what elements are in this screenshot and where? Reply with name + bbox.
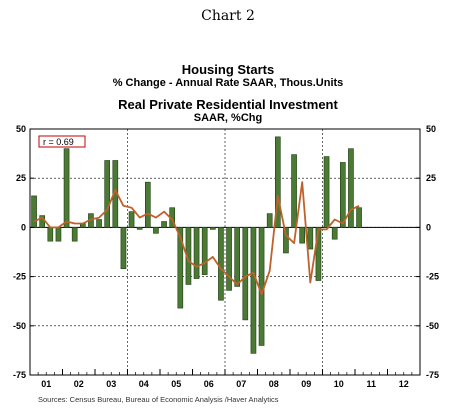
source-note: Sources: Census Bureau, Bureau of Econom… — [38, 395, 279, 404]
housing-starts-bar — [250, 227, 257, 354]
housing-starts-bar — [104, 160, 111, 228]
housing-starts-bar — [291, 154, 297, 228]
correlation-annotation: r = 0.69 — [38, 135, 86, 148]
x-tick-label: 11 — [366, 379, 376, 389]
annotation-box — [38, 135, 86, 148]
y-tick-label-right: 25 — [426, 173, 436, 183]
housing-starts-bar — [136, 227, 143, 230]
residential-investment-legend-subtitle: SAAR, %Chg — [193, 112, 263, 124]
housing-starts-bar — [161, 221, 167, 228]
housing-starts-bar — [283, 227, 289, 254]
housing-starts-bar — [47, 227, 54, 242]
y-tick-label-right: -75 — [426, 370, 439, 380]
residential-investment-line-group — [33, 181, 360, 296]
housing-starts-bar — [348, 148, 354, 228]
x-tick-label: 10 — [334, 379, 344, 389]
grid-lines — [30, 129, 420, 375]
y-tick-label-left: 0 — [21, 222, 26, 232]
housing-starts-bar — [315, 227, 322, 281]
housing-starts-bar — [242, 227, 249, 321]
housing-starts-bar — [128, 211, 135, 228]
housing-starts-bar — [31, 195, 37, 228]
y-tick-label-left: -50 — [13, 321, 26, 331]
y-tick-label-left: -25 — [13, 272, 26, 282]
x-tick-label: 02 — [74, 379, 84, 389]
housing-starts-bar — [201, 227, 208, 275]
x-tick-label: 01 — [41, 379, 51, 389]
housing-starts-bar — [120, 227, 127, 270]
housing-starts-bar — [356, 207, 362, 228]
x-tick-label: 07 — [236, 379, 246, 389]
axis-ticks — [29, 128, 421, 376]
annotation-text: r = 0.69 — [43, 137, 74, 147]
x-tick-label: 05 — [171, 379, 181, 389]
x-tick-label: 06 — [204, 379, 214, 389]
y-tick-label-right: -25 — [426, 272, 439, 282]
housing-starts-bar — [323, 156, 330, 228]
housing-starts-bar — [234, 227, 241, 287]
x-tick-label: 12 — [399, 379, 409, 389]
page-title: Chart 2 — [201, 8, 255, 24]
housing-starts-bar — [331, 227, 338, 240]
housing-starts-bar — [177, 227, 184, 309]
housing-starts-bar — [153, 227, 159, 234]
housing-starts-bar — [193, 227, 200, 279]
housing-starts-bar — [63, 148, 70, 228]
y-tick-label-right: 0 — [426, 222, 431, 232]
housing-starts-bar — [209, 227, 216, 230]
x-tick-label: 04 — [139, 379, 149, 389]
y-tick-label-left: 25 — [16, 173, 26, 183]
residential-investment-legend-title: Real Private Residential Investment — [118, 97, 338, 112]
housing-starts-legend-subtitle: % Change - Annual Rate SAAR, Thous.Units — [112, 77, 344, 89]
x-tick-label: 09 — [301, 379, 311, 389]
housing-starts-bar — [226, 227, 232, 291]
housing-starts-bars — [31, 136, 362, 354]
residential-investment-line — [33, 181, 360, 296]
x-tick-label: 08 — [269, 379, 279, 389]
housing-starts-bar — [307, 227, 314, 250]
x-tick-label: 03 — [106, 379, 116, 389]
housing-starts-bar — [274, 136, 281, 228]
y-tick-label-right: -50 — [426, 321, 439, 331]
housing-starts-bar — [339, 162, 346, 228]
housing-starts-bar — [266, 213, 273, 228]
housing-starts-bar — [299, 227, 306, 244]
y-tick-label-left: -75 — [13, 370, 26, 380]
housing-starts-bar — [96, 219, 102, 228]
y-tick-label-left: 50 — [16, 124, 26, 134]
housing-starts-bar — [55, 227, 62, 242]
axis-labels: 50 50 25 25 0 0 -25 -25 -50 -50 -75 -75 01 02 03 04 05 06… — [13, 124, 439, 389]
housing-starts-legend-title: Housing Starts — [181, 62, 275, 77]
y-tick-label-right: 50 — [426, 124, 436, 134]
housing-starts-bar — [71, 227, 78, 242]
housing-starts-bar — [218, 227, 224, 301]
housing-starts-bar — [258, 227, 265, 346]
housing-starts-bar — [144, 181, 151, 228]
